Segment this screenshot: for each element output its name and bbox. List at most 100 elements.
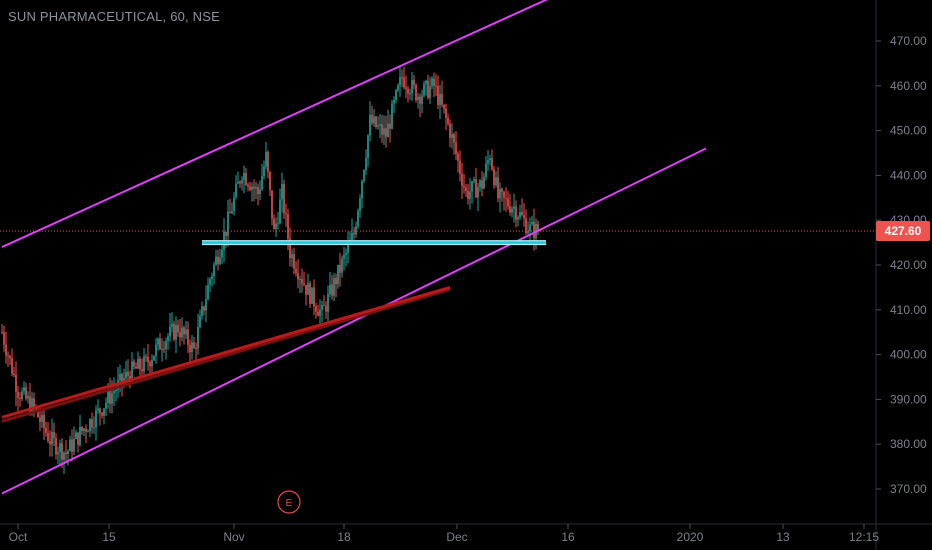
candle-body — [105, 402, 107, 409]
candle-body — [221, 249, 223, 258]
candle-body — [47, 432, 49, 442]
candle-body — [251, 186, 253, 190]
upper-channel[interactable] — [1, 0, 554, 248]
candle-body — [245, 173, 247, 185]
candle-body — [443, 104, 445, 109]
candle-body — [285, 213, 287, 215]
candle-body — [5, 344, 7, 356]
candle-body — [497, 177, 499, 199]
candle-body — [283, 183, 285, 214]
candle-body — [513, 206, 515, 209]
candle-body — [301, 279, 303, 284]
candle-body — [321, 305, 323, 310]
candle-body — [377, 125, 379, 128]
candle-body — [3, 332, 5, 345]
candle-body — [425, 80, 427, 84]
candle-body — [295, 268, 297, 274]
candle-body — [331, 284, 333, 296]
candle-body — [389, 123, 391, 129]
candle-body — [93, 427, 95, 429]
candle-body — [307, 283, 309, 295]
candle-body — [211, 276, 213, 280]
candle-body — [89, 419, 91, 432]
candle-body — [473, 179, 475, 182]
time-tick-label: 18 — [337, 530, 351, 544]
candle-body — [413, 79, 415, 85]
candle-body — [445, 108, 447, 118]
candle-body — [255, 187, 257, 189]
candle-body — [97, 408, 99, 411]
candle-body — [201, 306, 203, 316]
candle-body — [339, 264, 341, 273]
candle-body — [139, 358, 141, 370]
candle-body — [103, 408, 105, 416]
candle-body — [459, 160, 461, 174]
candle-body — [25, 387, 27, 399]
candle-body — [107, 390, 109, 403]
candle-body — [17, 392, 19, 399]
price-tick-label: 470.00 — [890, 34, 927, 48]
candle-body — [137, 358, 139, 369]
candle-body — [151, 360, 153, 367]
candle-body — [467, 190, 469, 199]
candle-body — [87, 431, 89, 433]
candle-body — [49, 441, 51, 445]
candle-body — [507, 198, 509, 207]
candle-body — [115, 389, 117, 392]
candle-body — [353, 232, 355, 235]
candle-body — [529, 224, 531, 232]
candle-body — [259, 189, 261, 195]
candle-body — [71, 439, 73, 452]
time-tick-label: Dec — [446, 530, 467, 544]
candle-body — [191, 342, 193, 353]
candle-body — [415, 84, 417, 101]
time-tick-label: 15 — [102, 530, 116, 544]
price-tick-label: 370.00 — [890, 482, 927, 496]
earnings-event-marker[interactable]: E — [277, 490, 301, 514]
candle-body — [169, 326, 171, 337]
candle-body — [287, 214, 289, 239]
candle-body — [403, 77, 405, 88]
candle-body — [523, 215, 525, 219]
candle-body — [215, 256, 217, 265]
candle-body — [395, 90, 397, 101]
candle-body — [293, 254, 295, 269]
time-axis[interactable]: Oct 15 Nov 18 Dec 16 2020 13 12:15 — [0, 523, 932, 544]
candle-body — [53, 431, 55, 439]
candle-body — [43, 414, 45, 429]
candle-body — [207, 285, 209, 300]
candle-body — [231, 211, 233, 214]
candle-body — [521, 212, 523, 216]
candle-body — [397, 85, 399, 91]
candle-body — [31, 398, 33, 413]
candle-body — [391, 103, 393, 129]
candle-body — [247, 184, 249, 187]
candle-body — [435, 85, 437, 87]
candle-body — [67, 450, 69, 455]
rising-trendline[interactable] — [1, 285, 451, 419]
drawing-overlays[interactable] — [1, 0, 707, 495]
price-axis[interactable]: 370.00380.00390.00400.00410.00420.00430.… — [875, 0, 927, 550]
candle-body — [95, 410, 97, 428]
candle-body — [75, 432, 77, 439]
candle-body — [311, 287, 313, 304]
price-tick-label: 440.00 — [890, 168, 927, 182]
candle-body — [57, 452, 59, 455]
candle-body — [185, 329, 187, 335]
candle-body — [393, 100, 395, 104]
candle-body — [157, 338, 159, 345]
candle-body — [281, 183, 283, 200]
candle-body — [13, 373, 15, 375]
candle-body — [229, 211, 231, 214]
candle-body — [369, 114, 371, 136]
candle-body — [257, 187, 259, 195]
candle-body — [171, 323, 173, 327]
candle-body — [343, 254, 345, 259]
lower-channel[interactable] — [1, 147, 707, 495]
candle-body — [329, 284, 331, 294]
candle-body — [483, 176, 485, 189]
candle-body — [509, 206, 511, 213]
candle-body — [375, 116, 377, 128]
candle-body — [367, 135, 369, 158]
